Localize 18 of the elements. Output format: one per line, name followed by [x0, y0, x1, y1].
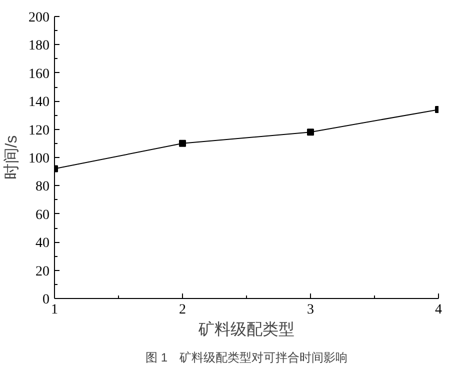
y-tick-label: 20 [36, 264, 50, 280]
y-tick-label: 100 [28, 152, 50, 166]
x-tick-label: 3 [307, 302, 314, 318]
y-axis-title: 时间/s [2, 135, 20, 180]
y-tick-label: 120 [28, 123, 50, 138]
y-tick-label: 200 [28, 10, 50, 26]
x-tick-label: 2 [179, 302, 186, 318]
x-axis-title: 矿料级配类型 [198, 320, 294, 338]
y-tick-label: 0 [42, 292, 50, 308]
y-tick-label: 140 [28, 95, 50, 110]
y-tick-label: 180 [28, 38, 50, 54]
y-tick-label: 80 [36, 180, 50, 195]
y-tick-label: 40 [36, 236, 50, 252]
caption: 图 1 矿料级配类型对可拌合时间影响 [145, 350, 348, 364]
x-tick-label: 4 [435, 302, 442, 318]
x-tick-label: 1 [51, 302, 58, 318]
y-tick-label: 60 [36, 208, 50, 223]
y-tick-label: 160 [28, 66, 50, 82]
